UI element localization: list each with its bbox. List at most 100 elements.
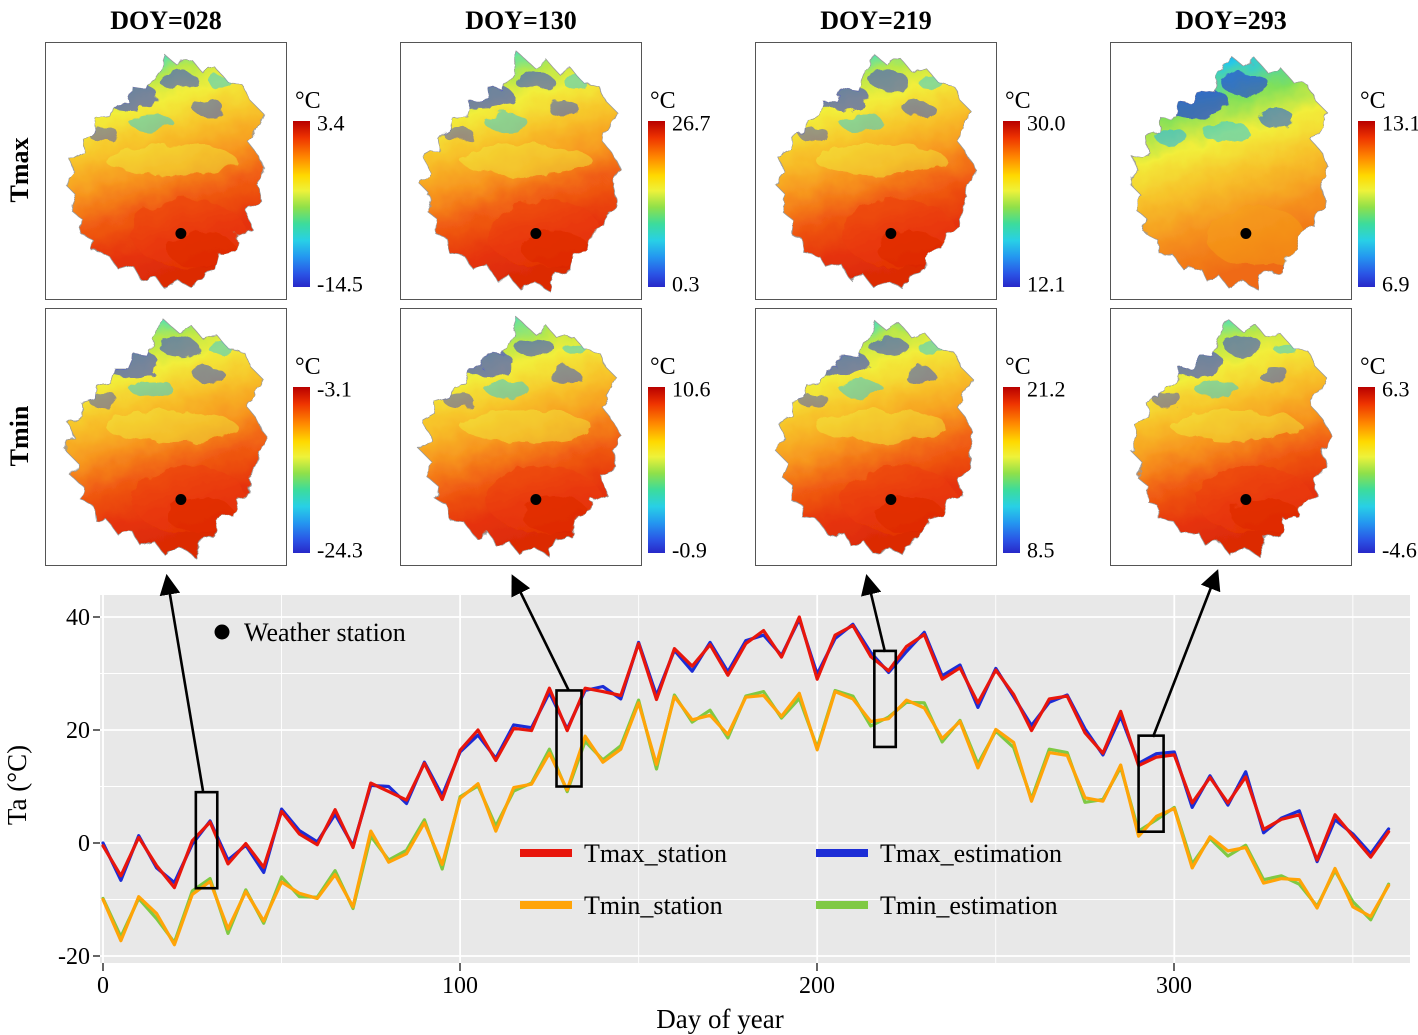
beijing-map-art bbox=[64, 318, 267, 556]
weather-station-dot bbox=[1240, 228, 1252, 239]
colorbar-unit: °C bbox=[1005, 88, 1031, 114]
colorbar-max: 30.0 bbox=[1027, 110, 1066, 136]
beijing-map-art bbox=[419, 52, 622, 290]
colorbar-min: 0.3 bbox=[672, 271, 700, 297]
weather-station-dot bbox=[175, 494, 187, 505]
colorbar-unit: °C bbox=[650, 354, 676, 380]
colorbar-min: -0.9 bbox=[672, 537, 707, 563]
colorbar-tmin-doy-130: °C 10.6 -0.9 bbox=[648, 308, 740, 566]
colorbar-unit: °C bbox=[295, 88, 321, 114]
chart-legend: Tmax_station Tmax_estimation Tmin_statio… bbox=[520, 839, 1062, 920]
x-axis-label: Day of year bbox=[656, 1004, 783, 1034]
colorbar-tmin-doy-028: °C -3.1 -24.3 bbox=[293, 308, 385, 566]
y-tick-0: 0 bbox=[78, 831, 90, 857]
legend-label-tmax-station: Tmax_station bbox=[584, 839, 727, 868]
colorbar-gradient bbox=[648, 121, 665, 287]
weather-station-dot bbox=[530, 494, 542, 505]
beijing-map-art bbox=[1129, 52, 1332, 290]
colorbar-tmin-doy-293: °C 6.3 -4.6 bbox=[1358, 308, 1418, 566]
station-legend: Weather station bbox=[214, 618, 406, 647]
map-tmin-doy-219 bbox=[755, 308, 997, 566]
timeseries-chart: 40 20 0 -20 0 100 200 300 Day of year Ta… bbox=[2, 595, 1410, 1034]
map-tmin-doy-293 bbox=[1110, 308, 1352, 566]
row-label-tmax: Tmax bbox=[5, 137, 34, 203]
colorbar-unit: °C bbox=[1360, 354, 1386, 380]
colorbar-tmax-doy-219: °C 30.0 12.1 bbox=[1003, 42, 1095, 300]
colorbar-tmin-doy-219: °C 21.2 8.5 bbox=[1003, 308, 1095, 566]
colorbar-gradient bbox=[293, 121, 310, 287]
legend-label-tmin-estimation: Tmin_estimation bbox=[880, 891, 1058, 920]
map-panel-tmax-doy-028: °C 3.4 -14.5 bbox=[45, 42, 385, 300]
map-panel-tmin-doy-219: °C 21.2 8.5 bbox=[755, 308, 1095, 566]
colorbar-max: 26.7 bbox=[672, 110, 711, 136]
series-lines bbox=[101, 615, 1391, 947]
beijing-map-art bbox=[419, 318, 622, 556]
beijing-map-art bbox=[774, 318, 977, 556]
colorbar-max: 3.4 bbox=[317, 110, 345, 136]
map-panel-tmin-doy-293: °C 6.3 -4.6 bbox=[1110, 308, 1418, 566]
colorbar-min: -4.6 bbox=[1382, 537, 1417, 563]
x-tick-100: 100 bbox=[442, 973, 478, 999]
column-title-doy-293: DOY=293 bbox=[1175, 6, 1287, 35]
colorbar-min: 8.5 bbox=[1027, 537, 1055, 563]
weather-station-dot bbox=[530, 228, 542, 239]
station-legend-label: Weather station bbox=[244, 618, 406, 647]
colorbar-max: 13.1 bbox=[1382, 110, 1418, 136]
map-tmax-doy-130 bbox=[400, 42, 642, 300]
colorbar-tmax-doy-028: °C 3.4 -14.5 bbox=[293, 42, 385, 300]
colorbar-gradient bbox=[648, 387, 665, 553]
colorbar-max: 6.3 bbox=[1382, 376, 1410, 402]
series-line-Tmin_station bbox=[101, 689, 1391, 947]
map-tmax-doy-219 bbox=[755, 42, 997, 300]
colorbar-gradient bbox=[293, 387, 310, 553]
column-title-doy-219: DOY=219 bbox=[820, 6, 932, 35]
highlight-box-doy-28 bbox=[194, 790, 219, 890]
beijing-map-art bbox=[64, 52, 267, 290]
map-panel-tmin-doy-130: °C 10.6 -0.9 bbox=[400, 308, 740, 566]
colorbar-min: 12.1 bbox=[1027, 271, 1066, 297]
map-tmin-doy-028 bbox=[45, 308, 287, 566]
colorbar-unit: °C bbox=[650, 88, 676, 114]
y-tick-m20: -20 bbox=[58, 944, 90, 970]
map-panel-tmax-doy-219: °C 30.0 12.1 bbox=[755, 42, 1095, 300]
weather-station-dot-icon bbox=[214, 624, 230, 640]
column-title-doy-028: DOY=028 bbox=[110, 6, 222, 35]
beijing-map-art bbox=[774, 52, 977, 290]
colorbar-max: 21.2 bbox=[1027, 376, 1066, 402]
colorbar-min: 6.9 bbox=[1382, 271, 1410, 297]
colorbar-gradient bbox=[1003, 121, 1020, 287]
weather-station-dot bbox=[885, 494, 897, 505]
colorbar-min: -14.5 bbox=[317, 271, 363, 297]
row-label-tmin: Tmin bbox=[5, 405, 34, 467]
x-tick-200: 200 bbox=[799, 973, 835, 999]
column-title-doy-130: DOY=130 bbox=[465, 6, 577, 35]
colorbar-unit: °C bbox=[1360, 88, 1386, 114]
map-panel-tmax-doy-293: °C 13.1 6.9 bbox=[1110, 42, 1418, 300]
map-tmin-doy-130 bbox=[400, 308, 642, 566]
legend-label-tmin-station: Tmin_station bbox=[584, 891, 723, 920]
beijing-map-art bbox=[1129, 318, 1332, 556]
colorbar-gradient bbox=[1358, 121, 1375, 287]
series-line-Tmax_station bbox=[101, 615, 1391, 890]
colorbar-max: 10.6 bbox=[672, 376, 711, 402]
colorbar-tmax-doy-130: °C 26.7 0.3 bbox=[648, 42, 740, 300]
map-panel-tmin-doy-028: °C -3.1 -24.3 bbox=[45, 308, 385, 566]
colorbar-max: -3.1 bbox=[317, 376, 352, 402]
weather-station-dot bbox=[175, 228, 187, 239]
colorbar-gradient bbox=[1358, 387, 1375, 553]
axis-ticks bbox=[93, 616, 1175, 971]
colorbar-gradient bbox=[1003, 387, 1020, 553]
colorbar-unit: °C bbox=[295, 354, 321, 380]
legend-label-tmax-estimation: Tmax_estimation bbox=[880, 839, 1062, 868]
highlight-box-doy-293 bbox=[1137, 734, 1165, 833]
colorbar-min: -24.3 bbox=[317, 537, 363, 563]
map-tmax-doy-293 bbox=[1110, 42, 1352, 300]
colorbar-unit: °C bbox=[1005, 354, 1031, 380]
weather-station-dot bbox=[1240, 494, 1252, 505]
y-tick-40: 40 bbox=[66, 605, 90, 631]
x-tick-300: 300 bbox=[1156, 973, 1192, 999]
weather-station-dot bbox=[885, 228, 897, 239]
y-axis-label: Ta (°C) bbox=[2, 745, 32, 825]
map-tmax-doy-028 bbox=[45, 42, 287, 300]
